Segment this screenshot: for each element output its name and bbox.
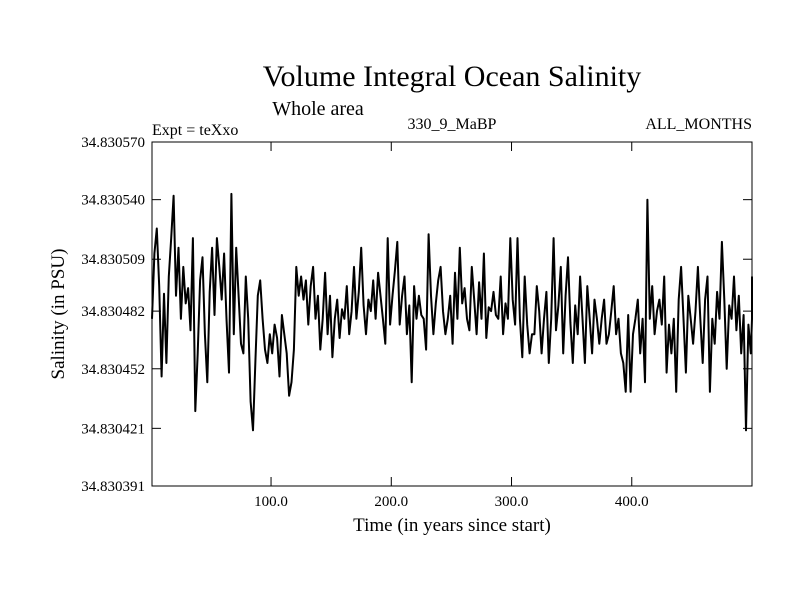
chart-title: Volume Integral Ocean Salinity <box>263 60 642 93</box>
x-tick-label: 200.0 <box>374 494 408 510</box>
period-label: 330_9_MaBP <box>408 116 497 133</box>
chart-subtitle: Whole area <box>272 98 364 120</box>
y-tick-label: 34.830421 <box>81 421 145 437</box>
salinity-series-line <box>151 192 753 432</box>
y-axis-tick-labels: 34.830391 34.830421 34.830452 34.830482 34.8… <box>81 135 145 495</box>
y-tick-label: 34.830540 <box>81 193 145 209</box>
y-tick-label: 34.830482 <box>81 304 145 320</box>
y-tick-label: 34.830452 <box>81 362 145 378</box>
y-tick-label: 34.830391 <box>81 479 145 495</box>
x-axis-ticks <box>270 142 633 486</box>
x-tick-label: 300.0 <box>495 494 529 510</box>
experiment-label: Expt = teXxo <box>152 122 238 139</box>
months-label: ALL_MONTHS <box>645 116 752 133</box>
x-tick-label: 400.0 <box>615 494 649 510</box>
y-tick-label: 34.830509 <box>81 252 145 268</box>
x-axis-label: Time (in years since start) <box>353 515 551 536</box>
x-axis-tick-labels: 100.0 200.0 300.0 400.0 <box>254 494 648 510</box>
x-tick-label: 100.0 <box>254 494 288 510</box>
y-axis-label: Salinity (in PSU) <box>48 249 69 380</box>
y-tick-label: 34.830570 <box>81 135 145 151</box>
